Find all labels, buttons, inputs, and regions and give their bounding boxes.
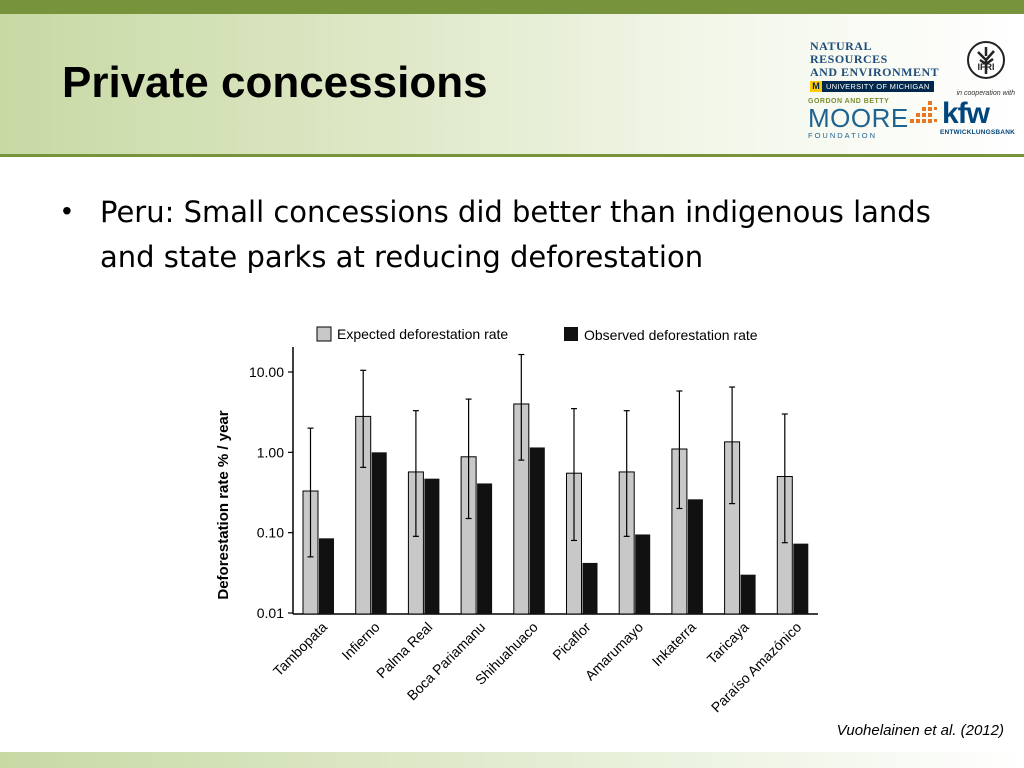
y-tick-label: 0.01 — [257, 605, 284, 621]
kfw-subtitle: ENTWICKLUNGSBANK — [939, 129, 1015, 136]
y-tick-label: 0.10 — [257, 525, 284, 541]
bar-observed — [319, 538, 334, 614]
ifri-tree-icon: IFRI — [967, 41, 1005, 79]
ifri-label: IFRI — [978, 62, 995, 72]
bar-observed — [635, 534, 651, 614]
legend-swatch-observed — [564, 327, 578, 341]
category-label: Paraíso Amazónico — [708, 619, 805, 716]
slide-title: Private concessions — [62, 58, 488, 107]
kfw-logo: in cooperation with kfw ENTWICKLUNGSBANK — [910, 90, 1015, 136]
citation: Vuohelainen et al. (2012) — [836, 722, 1004, 739]
kfw-wordmark: kfw — [942, 97, 990, 130]
cooperation-text: in cooperation with — [956, 90, 1015, 97]
category-label: Tambopata — [270, 619, 330, 679]
header-rule — [0, 154, 1024, 157]
y-axis-label: Deforestation rate % / year — [215, 410, 232, 599]
bar-observed — [793, 543, 809, 614]
category-label: Taricaya — [704, 619, 752, 667]
nre-line-1: NATURAL RESOURCES — [810, 39, 888, 66]
legend-label-observed: Observed deforestation rate — [584, 327, 758, 343]
bar-observed — [740, 574, 756, 614]
moore-foundation-text: FOUNDATION — [808, 131, 878, 140]
um-band: M UNIVERSITY OF MICHIGAN — [810, 81, 950, 92]
bar-observed — [687, 499, 703, 614]
y-tick-label: 10.00 — [249, 364, 284, 380]
deforestation-chart: Expected deforestation rate Observed defo… — [215, 326, 818, 716]
legend-swatch-expected — [316, 326, 332, 342]
moore-small-text: GORDON AND BETTY — [808, 98, 890, 105]
nre-line-2: AND ENVIRONMENT — [810, 65, 940, 79]
bottom-accent-bar — [0, 752, 1024, 768]
bar-observed — [424, 478, 440, 614]
moore-logo: GORDON AND BETTY MOORE FOUNDATION — [808, 98, 909, 140]
category-label: Inkaterra — [649, 619, 700, 670]
bullet-dot-icon: • — [62, 195, 72, 226]
y-tick-label: 1.00 — [257, 444, 284, 460]
ifri-logo: IFRI — [966, 40, 1006, 80]
category-label: Infierno — [338, 619, 382, 663]
um-label: UNIVERSITY OF MICHIGAN — [822, 81, 934, 92]
legend-label-expected: Expected deforestation rate — [337, 326, 508, 342]
um-m-icon: M — [810, 81, 822, 92]
bar-observed — [371, 452, 387, 614]
moore-big-text: MOORE — [808, 103, 909, 133]
category-label: Picaflor — [549, 619, 594, 664]
nre-logo: NATURAL RESOURCES AND ENVIRONMENT M UNIV… — [810, 40, 950, 92]
bar-observed — [477, 483, 493, 614]
bullet-text: Peru: Small concessions did better than … — [100, 195, 931, 274]
top-accent-bar — [0, 0, 1024, 14]
kfw-dots-icon — [910, 101, 937, 123]
bar-observed — [582, 562, 598, 614]
bar-observed — [529, 447, 545, 614]
